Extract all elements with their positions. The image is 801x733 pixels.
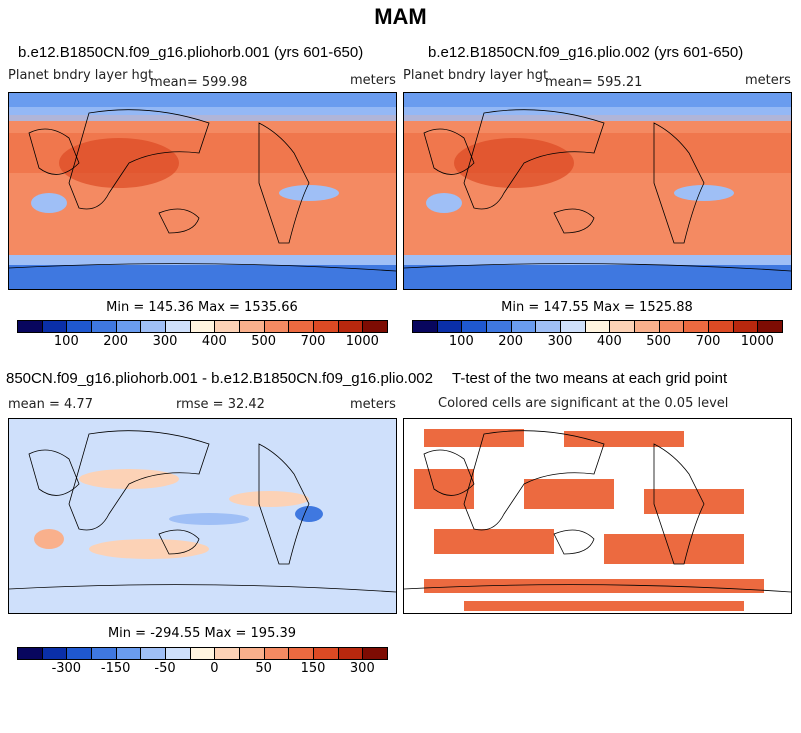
colorbar-tick-label: 50 <box>255 661 272 676</box>
panel3-units-label: meters <box>350 397 396 412</box>
colorbar-box <box>461 320 487 333</box>
colorbar-box <box>313 647 339 660</box>
colorbar-box <box>41 647 68 660</box>
colorbar-box <box>510 320 537 333</box>
colorbar-tick-label: 500 <box>251 334 277 349</box>
colorbar-box <box>140 320 166 333</box>
colorbar-box <box>91 647 117 660</box>
panel3-colorbar <box>17 647 388 660</box>
panel3-mean-label: mean = 4.77 <box>8 397 93 412</box>
colorbar-tick-label: 1000 <box>345 334 379 349</box>
panel4-title: T-test of the two means at each grid poi… <box>452 370 728 387</box>
colorbar-tick-label: 200 <box>498 334 524 349</box>
colorbar-box <box>288 647 314 660</box>
colorbar-tick-label: 100 <box>448 334 474 349</box>
panel2-colorbar-ticks: 100 200 300 400 500 700 1000 <box>412 334 782 350</box>
colorbar-tick-label: 200 <box>103 334 129 349</box>
colorbar-box <box>263 647 290 660</box>
colorbar-box <box>683 320 709 333</box>
colorbar-tick-label: 300 <box>547 334 573 349</box>
colorbar-box <box>337 647 364 660</box>
colorbar-tick-label: -50 <box>154 661 176 676</box>
colorbar-tick-label: 400 <box>596 334 622 349</box>
colorbar-box <box>436 320 463 333</box>
panel2-title: b.e12.B1850CN.f09_g16.plio.002 (yrs 601-… <box>428 44 744 61</box>
panel1-minmax: Min = 145.36 Max = 1535.66 <box>106 300 298 315</box>
colorbar-box <box>412 320 438 333</box>
colorbar-box <box>658 320 685 333</box>
colorbar-box <box>560 320 586 333</box>
panel2-minmax: Min = 147.55 Max = 1525.88 <box>501 300 693 315</box>
panel3-rmse-label: rmse = 32.42 <box>176 397 265 412</box>
colorbar-box <box>362 647 388 660</box>
colorbar-box <box>757 320 783 333</box>
panel1-colorbar-ticks: 100 200 300 400 500 700 1000 <box>17 334 387 350</box>
colorbar-tick-label: 1000 <box>740 334 774 349</box>
colorbar-box <box>239 647 265 660</box>
colorbar-box <box>66 647 92 660</box>
colorbar-box <box>609 320 635 333</box>
colorbar-tick-label: -300 <box>51 661 82 676</box>
colorbar-box <box>288 320 314 333</box>
colorbar-box <box>214 320 240 333</box>
colorbar-box <box>165 320 191 333</box>
colorbar-box <box>732 320 759 333</box>
colorbar-box <box>337 320 364 333</box>
colorbar-tick-label: 300 <box>152 334 178 349</box>
colorbar-box <box>584 320 611 333</box>
colorbar-box <box>486 320 512 333</box>
panel1-units-label: meters <box>350 73 396 88</box>
panel1-title: b.e12.B1850CN.f09_g16.pliohorb.001 (yrs … <box>18 44 364 61</box>
panel1-mean-label: mean= 599.98 <box>150 75 248 90</box>
panel2-map <box>403 92 792 290</box>
panel2-colorbar <box>412 320 783 333</box>
panel4-map <box>403 418 792 614</box>
colorbar-tick-label: 700 <box>300 334 326 349</box>
colorbar-tick-label: -150 <box>100 661 131 676</box>
colorbar-box <box>708 320 734 333</box>
panel2-variable-label: Planet bndry layer hgt <box>403 68 549 83</box>
colorbar-tick-label: 700 <box>695 334 721 349</box>
colorbar-tick-label: 100 <box>53 334 79 349</box>
panel3-minmax: Min = -294.55 Max = 195.39 <box>107 626 297 641</box>
panel3-map <box>8 418 397 614</box>
panel1-map <box>8 92 397 290</box>
panel4-subtitle: Colored cells are significant at the 0.0… <box>438 396 729 411</box>
colorbar-box <box>17 320 43 333</box>
colorbar-box <box>313 320 339 333</box>
colorbar-box <box>263 320 290 333</box>
colorbar-box <box>239 320 265 333</box>
colorbar-box <box>140 647 166 660</box>
colorbar-tick-label: 150 <box>300 661 326 676</box>
colorbar-tick-label: 0 <box>210 661 219 676</box>
colorbar-box <box>189 647 216 660</box>
colorbar-tick-label: 300 <box>349 661 375 676</box>
colorbar-box <box>41 320 68 333</box>
colorbar-tick-label: 400 <box>201 334 227 349</box>
panel2-mean-label: mean= 595.21 <box>545 75 643 90</box>
colorbar-box <box>165 647 191 660</box>
panel3-colorbar-ticks: -300 -150 -50 0 50 150 300 <box>17 661 387 677</box>
colorbar-box <box>115 647 142 660</box>
panel3-title: 850CN.f09_g16.pliohorb.001 - b.e12.B1850… <box>6 370 433 387</box>
colorbar-box <box>634 320 660 333</box>
colorbar-box <box>17 647 43 660</box>
colorbar-box <box>214 647 240 660</box>
colorbar-box <box>535 320 561 333</box>
panel1-colorbar <box>17 320 388 333</box>
figure-title: MAM <box>374 4 427 29</box>
colorbar-box <box>362 320 388 333</box>
colorbar-box <box>91 320 117 333</box>
panel1-variable-label: Planet bndry layer hgt <box>8 68 154 83</box>
colorbar-box <box>189 320 216 333</box>
colorbar-tick-label: 500 <box>646 334 672 349</box>
colorbar-box <box>66 320 92 333</box>
panel2-units-label: meters <box>745 73 791 88</box>
colorbar-box <box>115 320 142 333</box>
